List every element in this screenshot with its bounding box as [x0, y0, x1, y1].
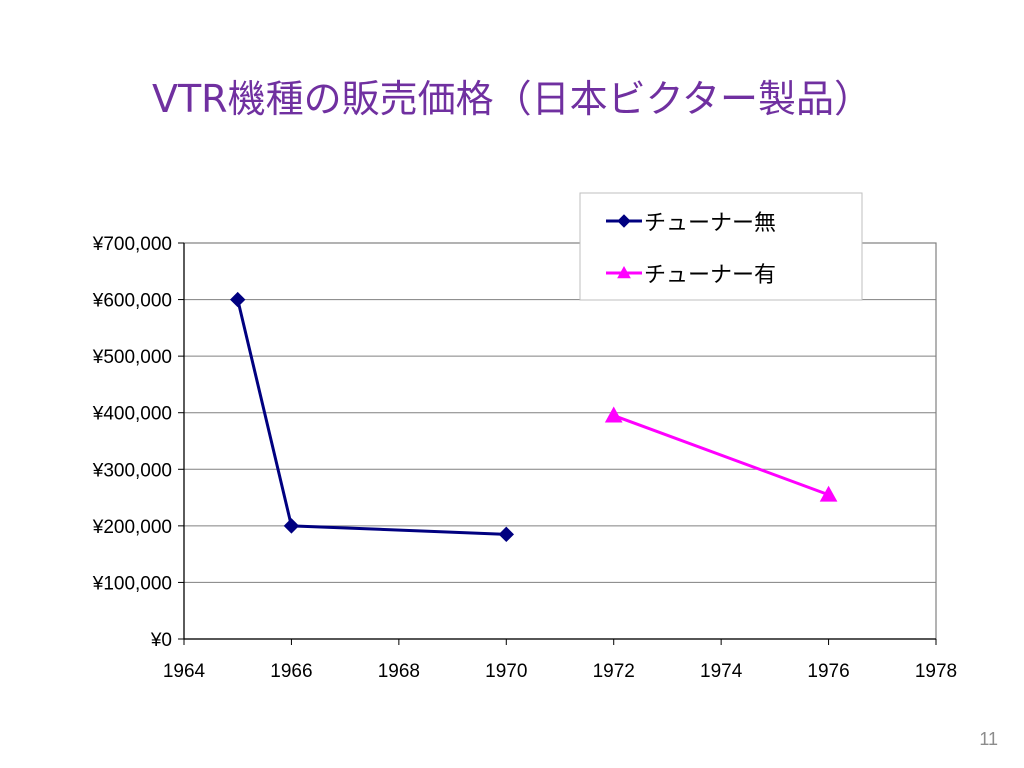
y-tick-label: ¥700,000: [92, 234, 172, 255]
axes: [183, 242, 937, 640]
y-tick-label: ¥200,000: [92, 517, 172, 538]
x-tick-label: 1976: [807, 661, 849, 682]
y-tick-label: ¥400,000: [92, 404, 172, 425]
data-point: [819, 485, 838, 502]
series-line: [613, 414, 830, 497]
y-axis-ticks: ¥0 ¥100,000 ¥200,000 ¥300,000 ¥400,000 ¥500,0…: [92, 234, 184, 651]
x-tick-label: 1964: [163, 661, 206, 682]
legend-swatch-marker: [617, 214, 631, 228]
plot-area: [184, 243, 936, 639]
x-axis-ticks: 1964 1966 1968 1970 1972 1974 1976 1978: [163, 639, 957, 682]
y-tick-label: ¥0: [150, 630, 172, 651]
data-point: [283, 518, 300, 534]
series-layer: [230, 291, 838, 543]
page-title: VTR機種の販売価格（日本ビクター製品）: [151, 77, 873, 121]
x-tick-label: 1970: [485, 661, 527, 682]
legend-item: チューナー有: [606, 263, 776, 288]
x-tick-label: 1978: [915, 661, 957, 682]
legend-box: [579, 192, 863, 301]
page-number: 11: [979, 729, 998, 749]
x-tick-label: 1972: [593, 661, 635, 682]
legend-label: チューナー無: [644, 211, 776, 236]
y-tick-label: ¥600,000: [92, 291, 172, 312]
legend-label: チューナー有: [644, 263, 776, 288]
y-tick-label: ¥500,000: [92, 347, 172, 368]
plot-background: [184, 243, 936, 639]
x-tick-label: 1968: [378, 661, 420, 682]
data-point: [230, 291, 246, 308]
x-tick-label: 1974: [700, 661, 743, 682]
x-tick-label: 1966: [270, 661, 312, 682]
legend-item: チューナー無: [606, 211, 776, 236]
series-1: [230, 291, 514, 543]
data-point: [604, 406, 623, 423]
series-2: [604, 406, 838, 502]
y-tick-label: ¥300,000: [92, 460, 172, 481]
data-point: [498, 526, 514, 543]
legend-swatch-marker: [617, 265, 631, 279]
y-tick-label: ¥100,000: [92, 573, 172, 594]
